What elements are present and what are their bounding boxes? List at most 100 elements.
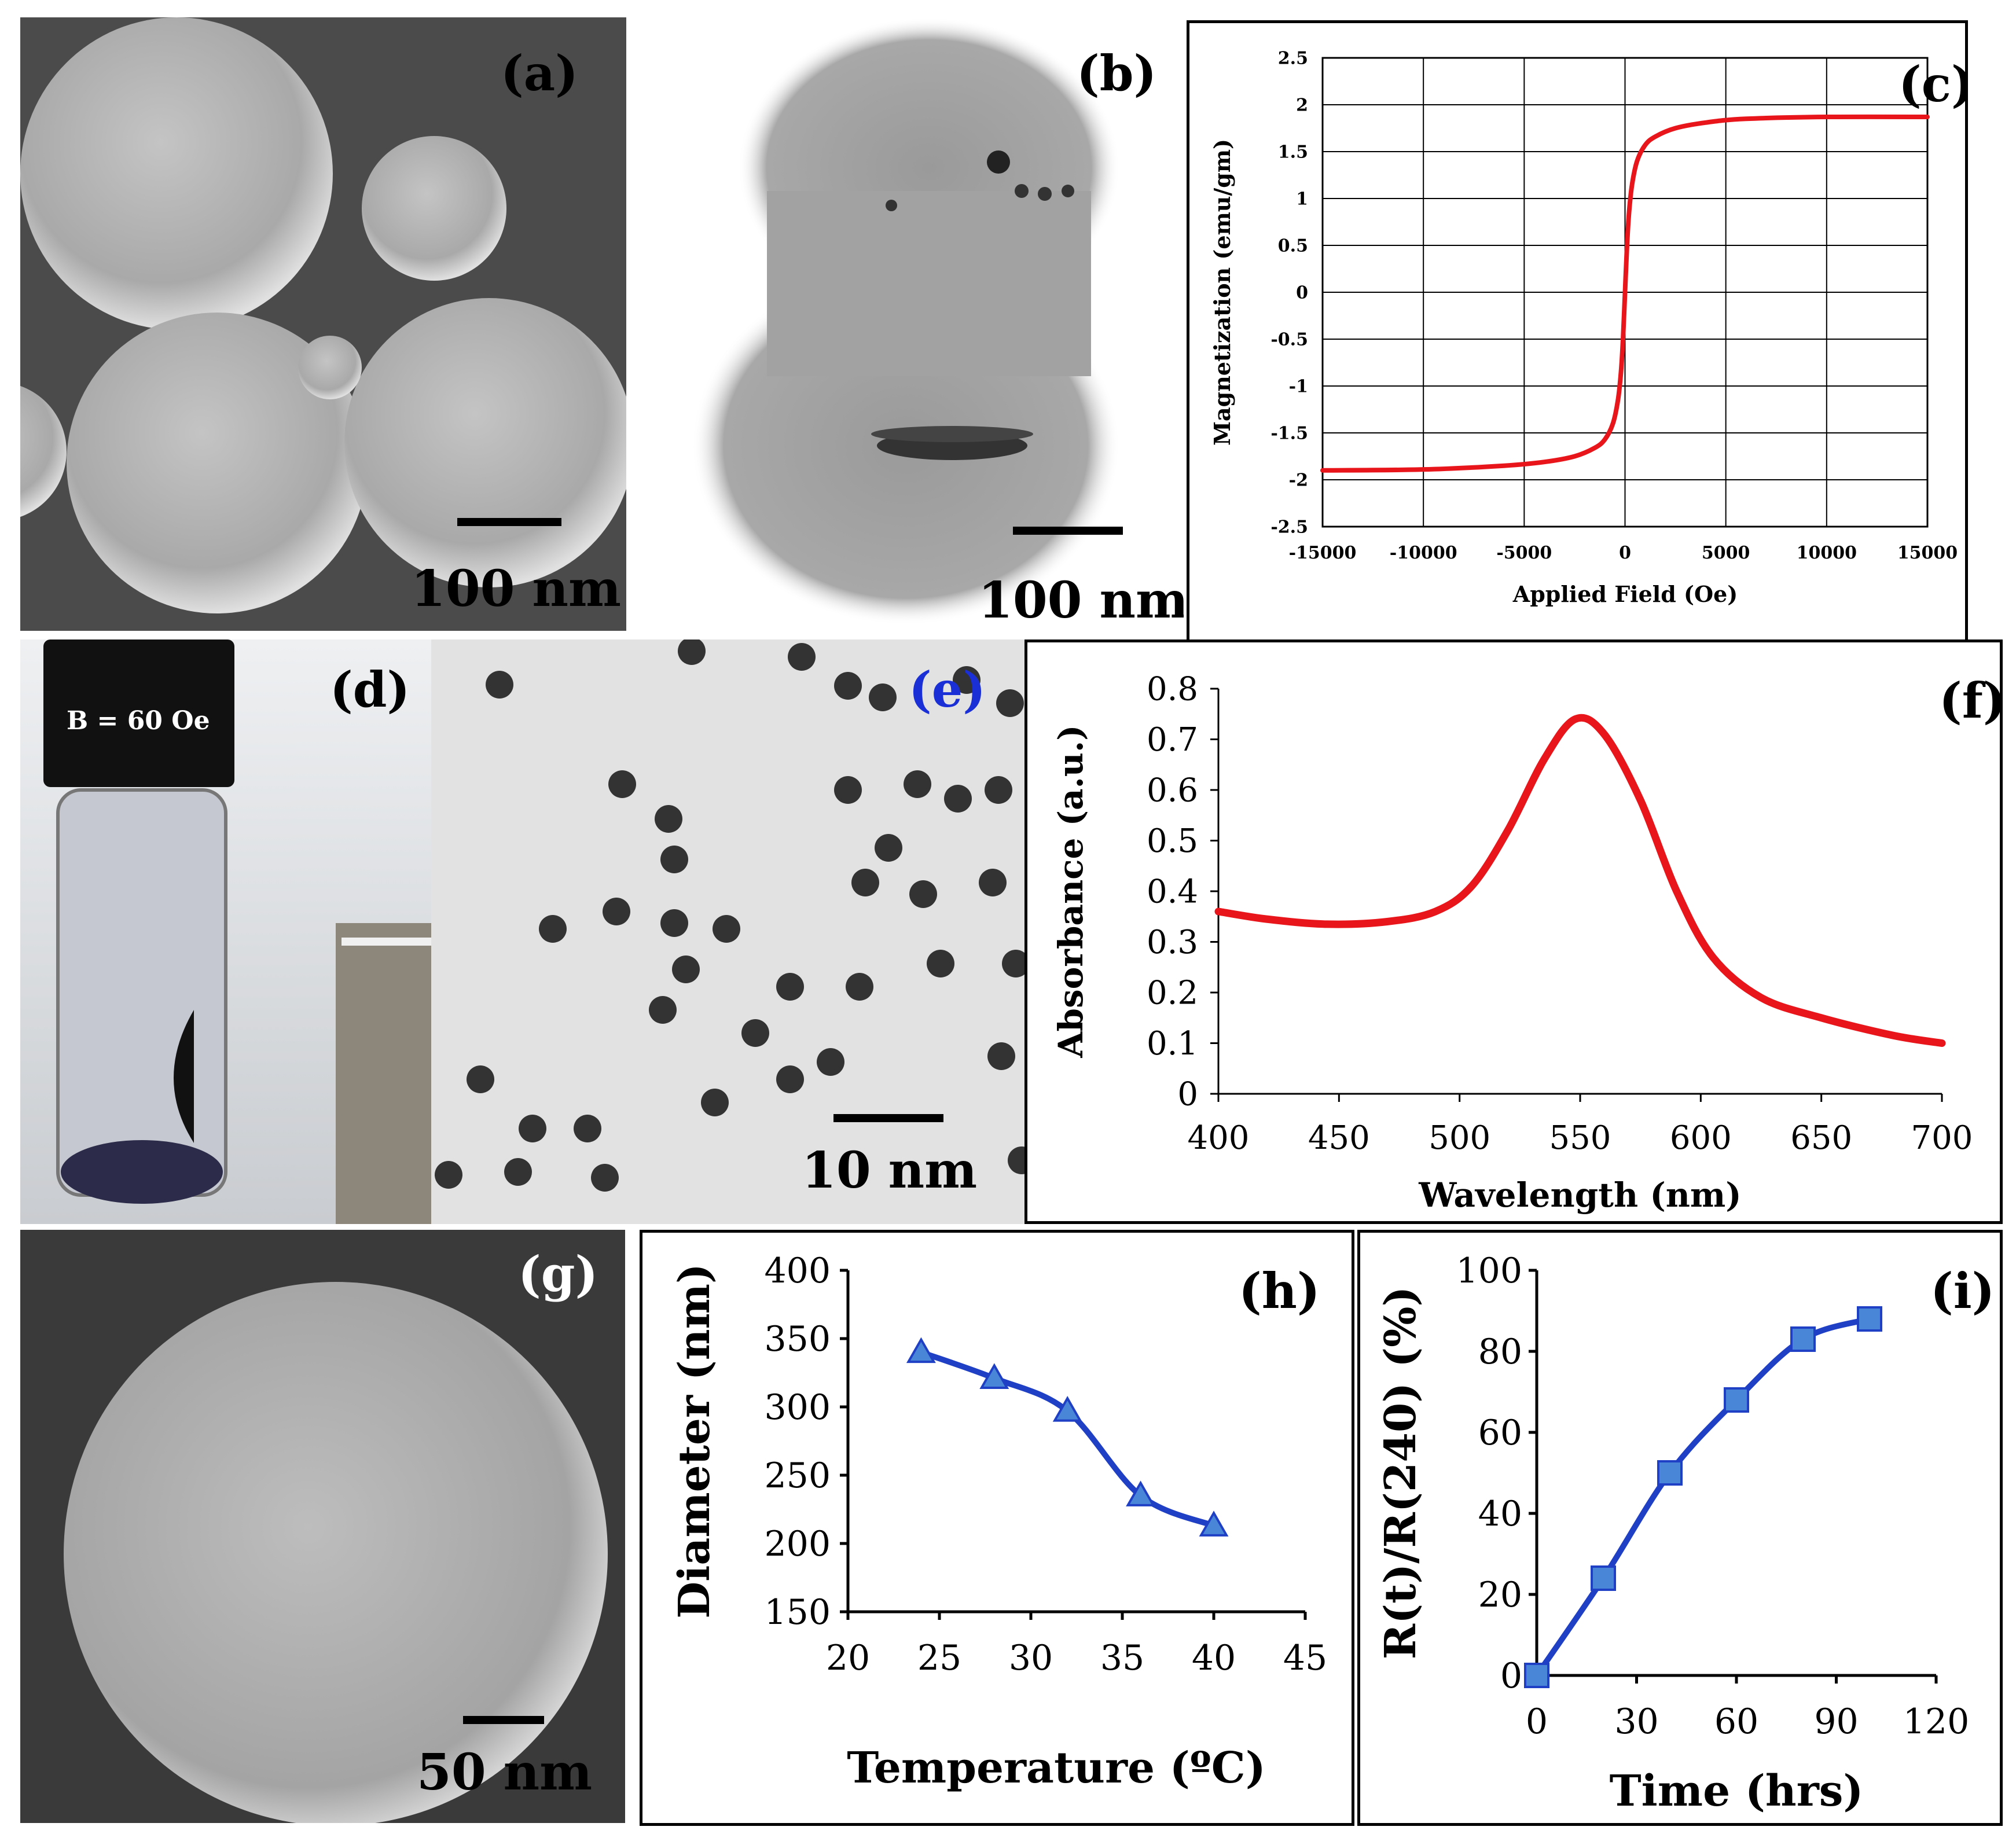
y-tick-label: 20	[1478, 1575, 1522, 1615]
x-tick-label: 0	[1619, 543, 1631, 563]
nanoparticle-dot	[904, 770, 931, 798]
plot-frame	[1321, 57, 1929, 528]
panel-a-scale-text: 100 nm	[411, 560, 621, 618]
panel-e-tem-image: (e) 10 nm	[431, 639, 1024, 1224]
data-point-marker	[1052, 1396, 1082, 1422]
y-tick-label: 100	[1456, 1251, 1522, 1291]
x-tick-label: 650	[1790, 1119, 1852, 1157]
y-tick-label: 0	[1296, 283, 1308, 303]
panel-a-label: (a)	[501, 45, 578, 102]
data-point-marker	[1199, 1510, 1229, 1537]
nanoparticle-dot	[979, 869, 1007, 896]
panel-g-scale-text: 50 nm	[417, 1743, 593, 1802]
nanoparticle-dot	[851, 869, 879, 896]
y-tick-label: 0	[1177, 1076, 1198, 1113]
x-tick-label: -10000	[1390, 543, 1457, 563]
y-tick-label: 1.5	[1278, 142, 1308, 163]
nanoparticle-dot	[678, 639, 706, 665]
y-tick-label: 2	[1296, 95, 1308, 116]
nanoparticle-dot	[985, 776, 1012, 804]
x-axis-label: Applied Field (Oe)	[1512, 581, 1738, 607]
x-tick-label: 120	[1903, 1701, 1970, 1742]
y-axis-label: Absorbance (a.u.)	[1051, 725, 1090, 1058]
nanoparticle-dot	[869, 683, 897, 711]
y-tick-label: 0.6	[1147, 772, 1198, 810]
x-axis-label: Temperature (ºC)	[847, 1743, 1265, 1793]
y-axis-label: Diameter (nm)	[670, 1263, 719, 1619]
nanoparticle-dot	[846, 973, 873, 1001]
y-tick-label: -2	[1289, 471, 1308, 491]
panel-a-scale-bar	[457, 518, 561, 526]
panel-d-label: (d)	[330, 661, 410, 718]
y-tick-label: -0.5	[1270, 330, 1308, 350]
y-tick-label: 0.3	[1147, 924, 1198, 961]
y-tick-label: -1	[1289, 377, 1308, 397]
y-tick-label: 200	[764, 1524, 831, 1564]
panel-b-tem-image: (b) 100 nm	[628, 17, 1184, 631]
y-tick-label: 2.5	[1278, 49, 1308, 69]
y-tick-label: 0	[1500, 1656, 1522, 1696]
x-tick-label: 25	[917, 1638, 961, 1678]
data-series-line	[1534, 1316, 1872, 1678]
panel-d-vial-photo: B = 60 Oe (d)	[20, 639, 431, 1224]
x-tick-label: 15000	[1897, 543, 1958, 563]
nanoparticle-dot	[467, 1065, 494, 1093]
absorbance-chart: 400 450 500 550 600 650 700 0 0.1 0.2 0.3 0.4 0.5 0.6…	[1051, 671, 2000, 1215]
x-tick-label: 35	[1100, 1638, 1144, 1678]
y-axis-label: R(t)/R(240) (%)	[1376, 1287, 1426, 1660]
x-tick-label: 0	[1526, 1701, 1548, 1742]
magnet-block	[336, 923, 431, 1224]
panel-label: (i)	[1930, 1262, 1995, 1320]
nanoparticles-graphic	[435, 639, 1024, 1192]
x-axis-label: Time (hrs)	[1610, 1766, 1864, 1816]
data-point-marker	[1657, 1460, 1683, 1486]
vial-graphic	[20, 639, 431, 1224]
x-tick-label: 700	[1911, 1119, 1973, 1157]
x-tick-label: 550	[1549, 1119, 1611, 1157]
y-tick-label: 350	[764, 1319, 831, 1359]
panel-e-label: (e)	[909, 661, 986, 718]
panel-g-scale-bar	[463, 1716, 544, 1724]
y-tick-label: 250	[764, 1456, 831, 1496]
x-tick-label: 500	[1429, 1119, 1490, 1157]
data-point-marker	[1591, 1565, 1616, 1591]
nanoparticle-dot	[486, 671, 513, 699]
y-tick-label: -2.5	[1270, 517, 1308, 538]
y-tick-label: 300	[764, 1387, 831, 1428]
nanoparticle-dot	[1002, 950, 1024, 977]
nanoparticle-dot	[504, 1158, 532, 1186]
x-tick-label: 600	[1670, 1119, 1732, 1157]
y-axis-label: Magnetization (emu/gm)	[1209, 139, 1235, 446]
data-point-marker	[1790, 1326, 1816, 1352]
sem-sphere-graphic	[20, 1230, 625, 1823]
y-tick-label: 1	[1296, 189, 1308, 210]
nanoparticle-dot	[741, 1019, 769, 1047]
panel-label: (c)	[1899, 56, 1968, 113]
x-tick-label: 10000	[1797, 543, 1857, 563]
nanoparticle-dot	[996, 689, 1024, 717]
diameter-chart: 20 25 30 35 40 45 150 200 250 300 350 400 Temperatur…	[670, 1251, 1327, 1793]
y-tick-label: 60	[1478, 1413, 1522, 1453]
vial-cap-text: B = 60 Oe	[67, 706, 210, 736]
nanoparticle-dot	[909, 880, 937, 908]
nanoparticle-dot	[788, 643, 816, 671]
ratio-chart: 0 30 60 90 120 0 20 40 60 80 100 Time (hrs) R(t)/R(2…	[1376, 1251, 1995, 1816]
panel-e-scale-bar	[833, 1114, 943, 1122]
y-tick-label: 0.5	[1278, 236, 1308, 256]
nanoparticle-dot	[608, 770, 636, 798]
y-tick-label: 0.7	[1147, 721, 1198, 759]
nanoparticle-dot	[776, 1065, 804, 1093]
panel-label: (h)	[1239, 1262, 1320, 1320]
x-tick-label: 30	[1009, 1638, 1053, 1678]
y-tick-label: 0.4	[1147, 873, 1198, 911]
y-tick-label: 150	[764, 1592, 831, 1633]
x-tick-label: 45	[1283, 1638, 1327, 1678]
x-tick-label: 90	[1814, 1701, 1858, 1742]
data-point-marker	[906, 1337, 936, 1363]
x-tick-label: 20	[826, 1638, 870, 1678]
panel-b-scale-bar	[1013, 527, 1123, 535]
nanoparticle-dot	[953, 666, 981, 694]
nanoparticle-dot	[944, 785, 972, 813]
nanoparticle-dot	[701, 1089, 729, 1116]
y-tick-label: 0.8	[1147, 671, 1198, 708]
